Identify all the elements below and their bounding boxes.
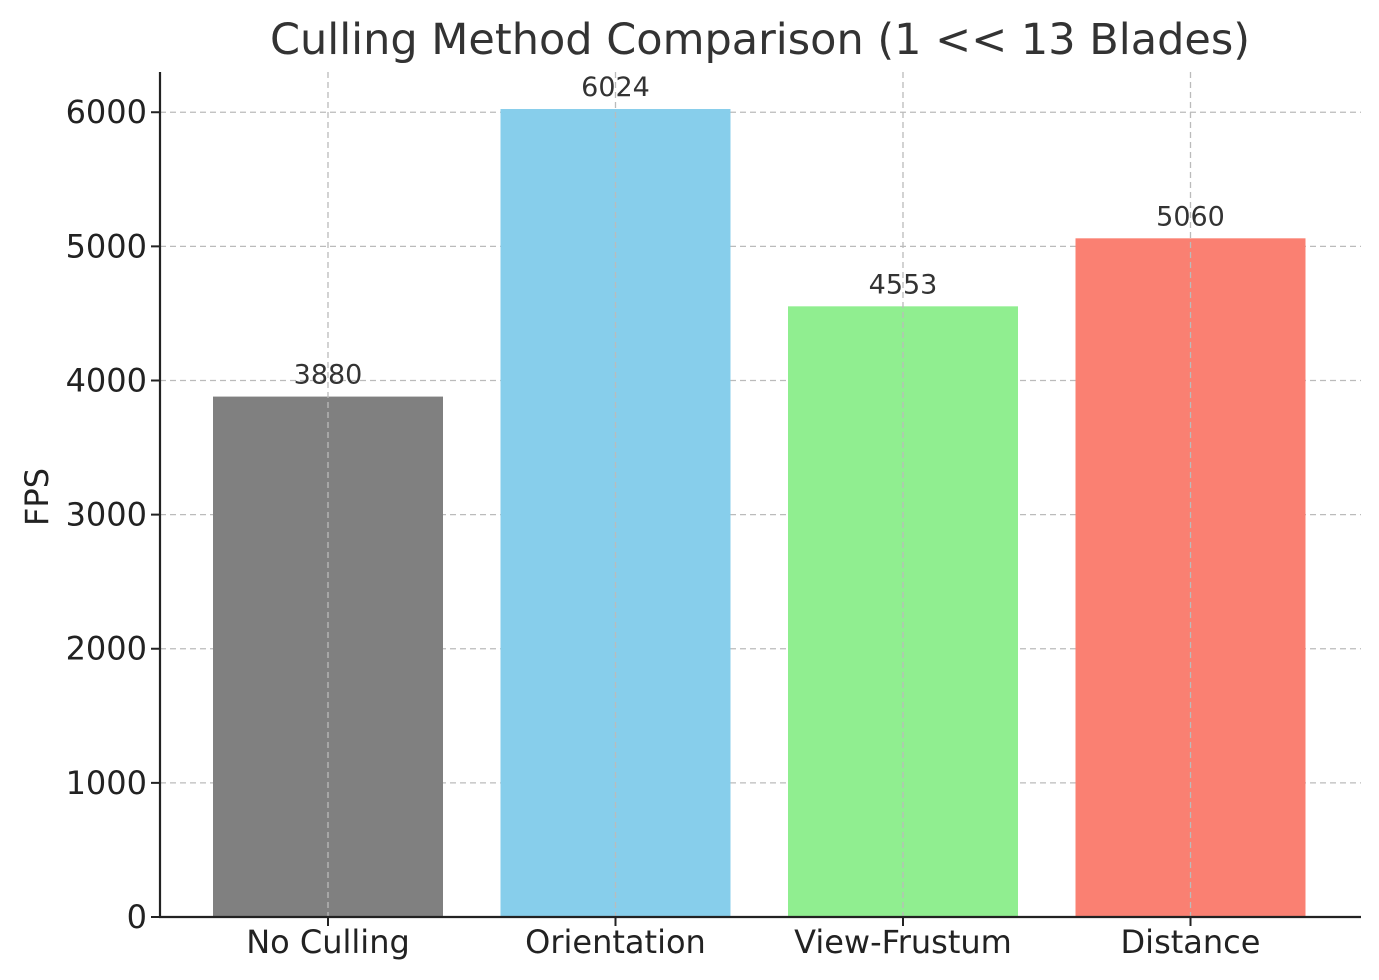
y-axis-label: FPS [18,468,56,526]
bar-value-label: 5060 [1156,201,1225,232]
chart-title: Culling Method Comparison (1 << 13 Blade… [270,15,1250,65]
y-tick-label: 2000 [66,630,147,668]
y-tick-label: 6000 [66,93,147,131]
x-tick-label: Distance [1121,923,1261,961]
bar-value-label: 6024 [581,72,650,103]
bar-value-label: 3880 [294,360,363,391]
y-tick-label: 4000 [66,361,147,399]
y-tick-label: 1000 [66,764,147,802]
x-tick-label: No Culling [246,923,410,961]
bars [213,109,1306,918]
y-tick-label: 5000 [66,227,147,265]
axes [151,72,1361,926]
y-tick-label: 0 [127,898,147,936]
tick-labels: 0 1000 2000 3000 4000 5000 6000 No Culling Orien… [66,93,1261,961]
bar-value-label: 4553 [869,269,938,300]
x-tick-label: Orientation [525,923,706,961]
vertical-grid-lines [327,72,1192,917]
x-tick-label: View-Frustum [794,923,1012,961]
data-labels: 3880 6024 4553 5060 [294,72,1225,391]
y-tick-label: 3000 [66,496,147,534]
